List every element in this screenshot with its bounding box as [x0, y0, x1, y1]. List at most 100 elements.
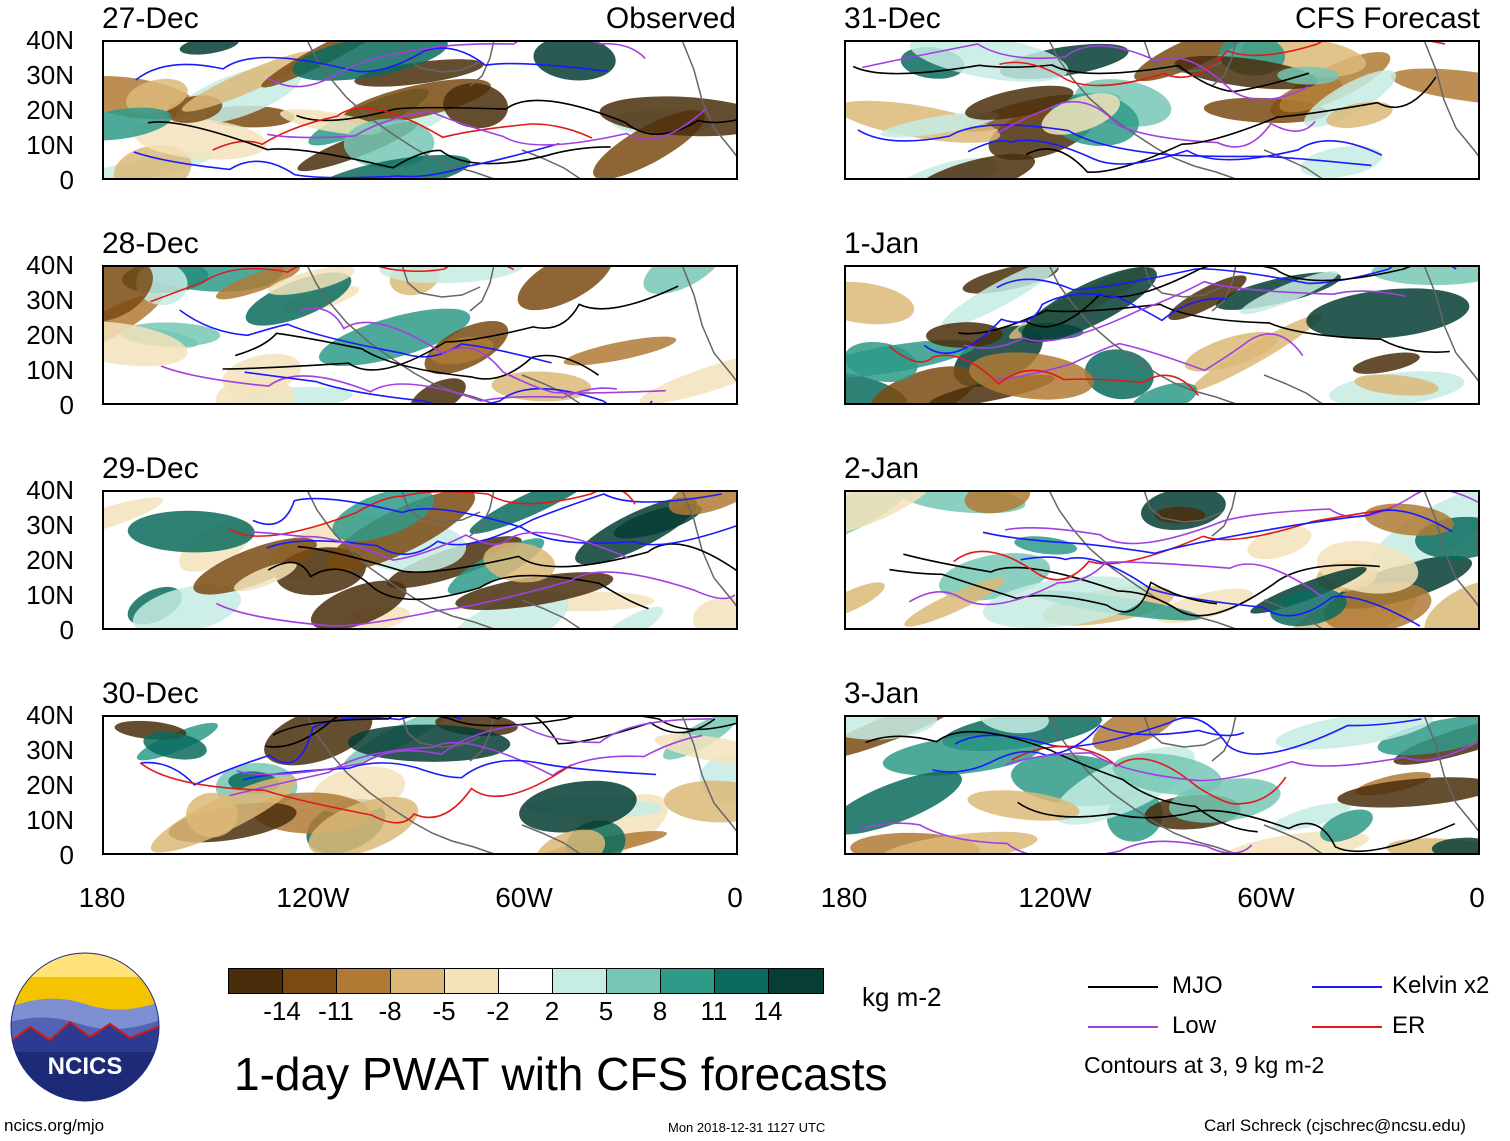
anomaly-patch [1354, 374, 1439, 396]
x-tick-label: 0 [1469, 882, 1485, 913]
anomaly-patch [912, 153, 1036, 180]
coastline [306, 40, 738, 180]
anomaly-patch [844, 715, 938, 740]
contour-line [250, 531, 629, 561]
map-panel-fcst-3: 2-Jan [844, 454, 1480, 630]
anomaly-patch [316, 154, 471, 180]
legend-line-mjo [1088, 986, 1158, 988]
contour-line [212, 107, 593, 151]
y-tick-label: 40N [26, 250, 74, 280]
colorbar-units: kg m-2 [862, 982, 942, 1012]
y-tick-label: 10N [26, 805, 74, 835]
y-tick-label: 0 [59, 840, 74, 870]
observed-label: Observed [605, 2, 736, 35]
anomaly-patch [193, 537, 317, 595]
contour-line [996, 265, 1457, 291]
colorbar-swatch [769, 969, 823, 993]
colorbar-swatch [553, 969, 607, 993]
anomaly-patch [1306, 288, 1470, 340]
pwat-map [102, 40, 738, 180]
legend-line-low [1088, 1026, 1158, 1028]
y-tick-label: 40N [26, 475, 74, 505]
contour-line [236, 718, 713, 776]
legend-label: Low [1172, 1012, 1217, 1039]
anomaly-patch [1272, 802, 1351, 831]
contour-line [222, 285, 679, 371]
anomaly-patch [1320, 809, 1373, 842]
colorbar-swatch [391, 969, 445, 993]
anomaly-patch [844, 582, 885, 619]
footer-url[interactable]: ncics.org/mjo [4, 1116, 105, 1135]
y-tick-label: 0 [59, 390, 74, 420]
contour-line [857, 124, 1372, 167]
y-tick-label: 40N [26, 25, 74, 55]
panel-frame [844, 265, 1480, 405]
anomaly-patch [968, 352, 1094, 400]
map-panel-obs-4: 30-Dec [102, 679, 738, 855]
anomaly-patch [982, 576, 1147, 629]
coastline [1048, 265, 1480, 405]
pwat-map [102, 715, 738, 855]
anomaly-patch [215, 265, 301, 300]
anomaly-patch [1084, 349, 1154, 400]
anomaly-patch [1364, 503, 1454, 536]
anomaly-patch [292, 40, 448, 81]
contour-line [958, 303, 1450, 354]
anomaly-patch [535, 829, 606, 855]
anomaly-patch [844, 490, 944, 536]
anomaly-patch [102, 265, 153, 322]
anomaly-patch [102, 321, 188, 367]
footer-timestamp: Mon 2018-12-31 1127 UTC [668, 1120, 826, 1135]
panel-frame [102, 40, 738, 180]
map-panel-obs-1: 27-Dec [102, 4, 738, 180]
panel-date: 28-Dec [102, 227, 199, 260]
colorbar-swatch [445, 969, 499, 993]
anomaly-patch [1092, 715, 1182, 752]
coastline [306, 715, 738, 855]
anomaly-patch [354, 59, 484, 87]
anomaly-patch [844, 281, 915, 325]
contour-line [267, 40, 646, 88]
anomaly-patch [904, 577, 1005, 627]
colorbar-swatch [229, 969, 283, 993]
contour-line [888, 345, 1200, 396]
anomaly-patch [870, 366, 977, 405]
anomaly-patch [1377, 715, 1480, 756]
anomaly-patch [926, 322, 1003, 348]
x-tick-label: 120W [276, 882, 350, 913]
colorbar-swatch [715, 969, 769, 993]
anomaly-patch [181, 51, 316, 112]
coastline [1048, 490, 1480, 630]
panel-frame [102, 265, 738, 405]
contour-line [244, 371, 653, 405]
y-tick-label: 0 [59, 615, 74, 645]
colorbar-label: 14 [753, 996, 783, 1026]
anomaly-patch [185, 792, 238, 838]
anomaly-patch [409, 378, 466, 405]
anomaly-patch [113, 145, 192, 180]
anomaly-patch [233, 562, 297, 592]
contour-line [923, 293, 1228, 354]
coastline [1048, 40, 1480, 180]
anomaly-patch [882, 831, 1038, 855]
y-tick-label: 20N [26, 770, 74, 800]
colorbar-swatch [499, 969, 553, 993]
contour-line [135, 47, 608, 81]
contour-line [953, 508, 1391, 581]
map-panel-obs-3: 29-Dec [102, 454, 738, 630]
colorbar-label: 11 [700, 996, 728, 1026]
panel-date: 3-Jan [844, 677, 920, 710]
coastline [1048, 715, 1480, 855]
anomaly-patch [1041, 93, 1121, 135]
anomaly-patch [343, 118, 435, 169]
contour-line [982, 509, 1453, 555]
y-tick-label: 10N [26, 580, 74, 610]
contour-line [267, 108, 707, 146]
anomaly-patch [133, 118, 267, 160]
legend-label: MJO [1172, 972, 1223, 999]
contour-line [133, 142, 560, 179]
contour-line [1017, 801, 1456, 853]
anomaly-patch [663, 780, 738, 823]
anomaly-patch [563, 336, 677, 366]
panel-date: 1-Jan [844, 227, 920, 260]
